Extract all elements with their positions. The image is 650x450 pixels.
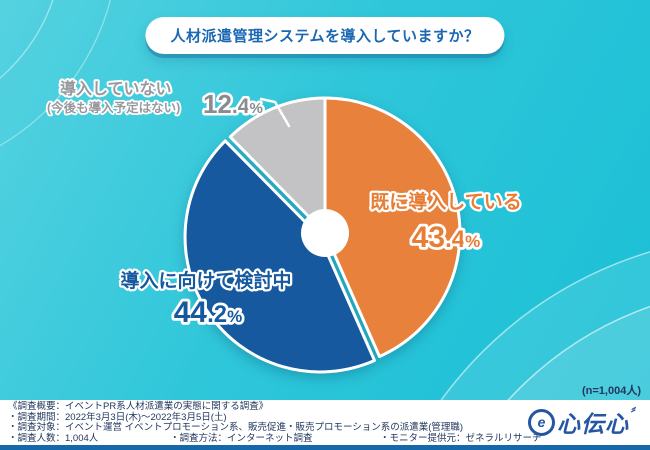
- label-not-introduced-line1: 導入していない: [60, 79, 172, 98]
- label-already-introduced: 既に導入している: [370, 190, 521, 213]
- pie: [183, 96, 462, 374]
- slice-callouts: 導入していない (今後も導入予定はない) 12.4% 既に導入している 43.4…: [45, 77, 524, 332]
- pie-slice-not-introduced: [228, 96, 327, 235]
- footer-accent-bar: [0, 445, 650, 450]
- label-considering: 導入に向けて検討中: [120, 269, 291, 292]
- survey-monitor: ・モニター提供元：ゼネラルリサーチ: [380, 432, 542, 444]
- pie-chart: 導入していない (今後も導入予定はない) 12.4% 既に導入している 43.4…: [0, 0, 650, 400]
- label-not-introduced-line2: (今後も導入予定はない): [47, 100, 180, 115]
- background-decoration: [0, 0, 650, 400]
- brand-logo: e 心伝心 〞: [527, 405, 642, 439]
- survey-period: ・調査期間：2022年3月3日(木)～2022年3月5日(土): [8, 411, 227, 423]
- survey-method: ・調査方法：インターネット調査: [170, 432, 313, 444]
- deco-ripple-bottomright-outer: [440, 251, 650, 400]
- survey-target: ・調査対象：イベント運営 イベントプロモーション系、販売促進・販売プロモーション…: [8, 422, 464, 434]
- survey-count: ・調査人数：1,004人: [8, 432, 99, 444]
- chart-title-pill: 人材派遣管理システムを導入していますか？: [145, 17, 505, 54]
- pie-slice-already-introduced: [323, 96, 462, 358]
- survey-overview: 《調査概要：イベントPR系人材派遣業の実態に関する調査》 ・調査期間：2022年…: [8, 401, 548, 445]
- value-considering: 44.2%: [174, 296, 243, 329]
- leader-line-not-introduced: [259, 97, 291, 128]
- donut-hole: [301, 209, 349, 257]
- logo-e-icon: e: [527, 408, 555, 436]
- footer: 《調査概要：イベントPR系人材派遣業の実態に関する調査》 ・調査期間：2022年…: [0, 400, 650, 450]
- logo-flourish: 〞: [628, 406, 642, 421]
- deco-ripple-bottomright-inner: [507, 305, 650, 400]
- sample-size-note: (n=1,004人): [582, 385, 641, 397]
- value-already-introduced: 43.4%: [412, 221, 481, 254]
- logo-wordmark: 心伝心: [556, 411, 629, 437]
- survey-meta-row: ・調査人数：1,004人 ・調査方法：インターネット調査 ・モニター提供元：ゼネ…: [8, 432, 548, 445]
- chart-title: 人材派遣管理システムを導入していますか？: [170, 28, 480, 45]
- survey-overview-title: 《調査概要：イベントPR系人材派遣業の実態に関する調査》: [8, 401, 269, 412]
- pie-slice-considering: [183, 139, 376, 374]
- value-not-introduced: 12.4%: [203, 89, 263, 119]
